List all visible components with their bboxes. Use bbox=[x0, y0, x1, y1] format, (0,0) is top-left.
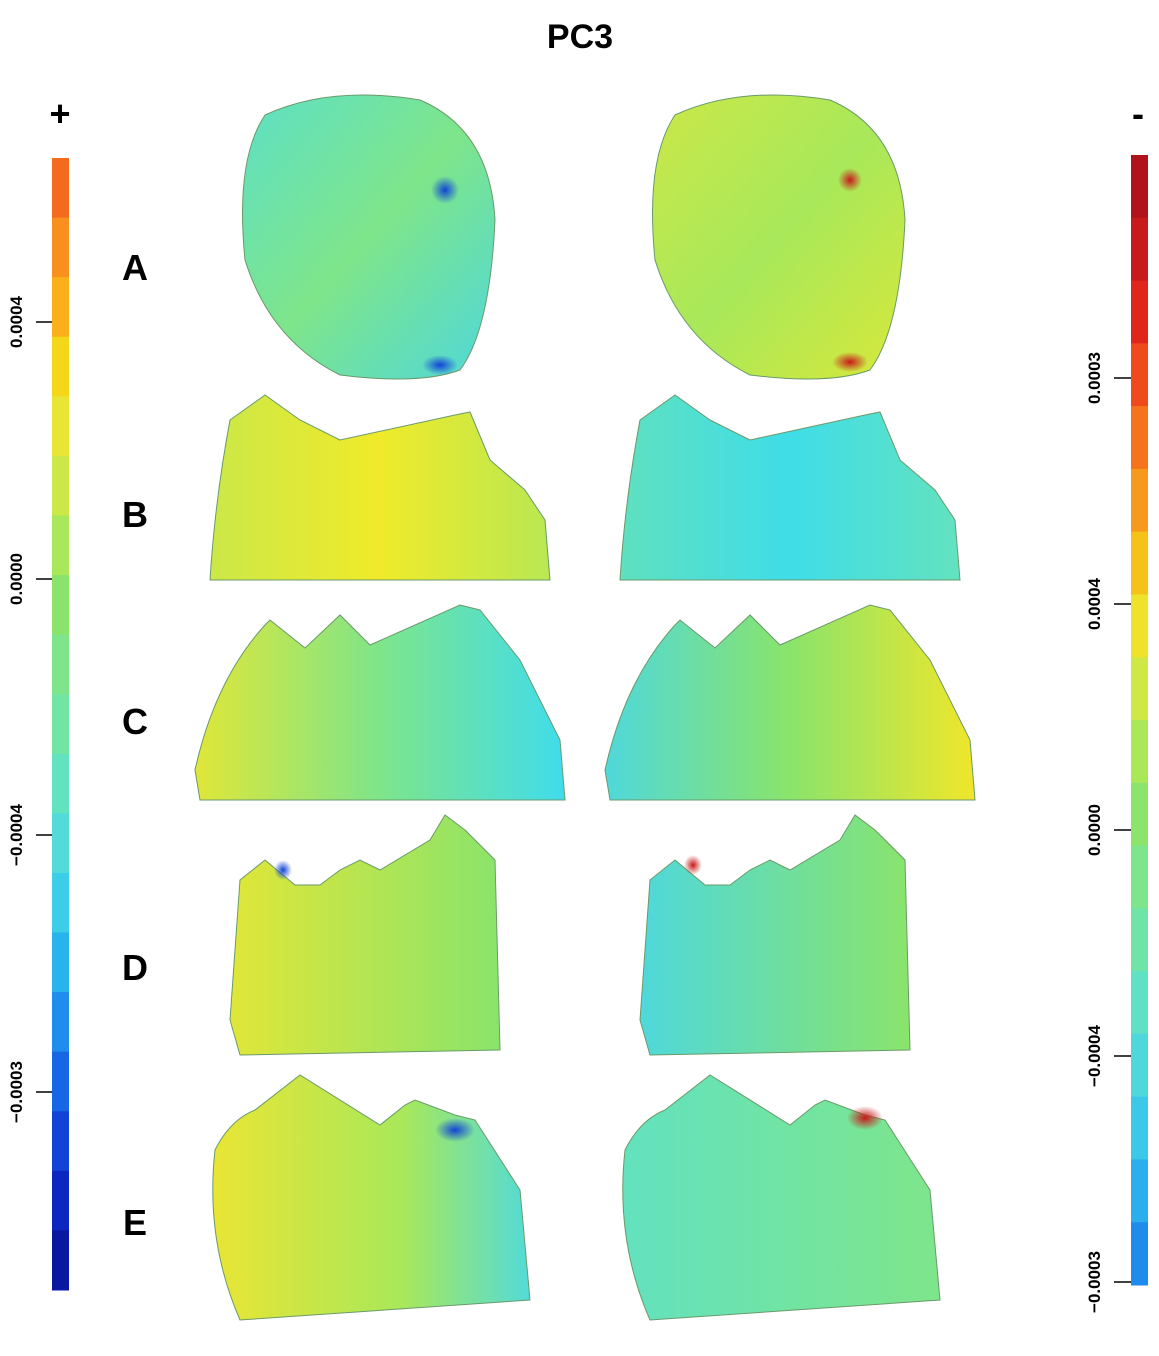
tooth bbox=[212, 1074, 531, 1321]
hotspot bbox=[847, 1106, 883, 1130]
hotspot bbox=[431, 176, 459, 204]
colorbar-segment bbox=[52, 813, 69, 874]
colorbar-segment bbox=[1131, 217, 1148, 282]
colorbar-segment bbox=[52, 992, 69, 1053]
colorbar-segment bbox=[52, 694, 69, 755]
hotspot bbox=[832, 352, 868, 372]
scale-sign: + bbox=[49, 93, 70, 134]
colorbar-segment bbox=[1131, 971, 1148, 1035]
colorbar-segment bbox=[52, 1230, 69, 1291]
colorbar-segment bbox=[1131, 720, 1148, 784]
colorbar-segment bbox=[52, 872, 69, 934]
colorbar-segment bbox=[52, 1051, 69, 1112]
colorbar-segment bbox=[1131, 845, 1148, 909]
scale-sign: - bbox=[1132, 93, 1144, 134]
colorbar-segment bbox=[52, 753, 69, 814]
tick-label: 0.0003 bbox=[1085, 352, 1104, 404]
colorbar-segment bbox=[1131, 343, 1148, 407]
colorbar-segment bbox=[52, 634, 69, 695]
colorbar-segment bbox=[52, 575, 69, 636]
tick-label: −0.0003 bbox=[1085, 1251, 1104, 1313]
tick-label: −0.0003 bbox=[7, 1061, 26, 1123]
tooth bbox=[639, 814, 911, 1056]
colorbar-segment bbox=[52, 455, 69, 516]
colorbar-segment bbox=[52, 932, 69, 993]
colorbar-segment bbox=[1131, 657, 1148, 721]
tick-label: −0.0004 bbox=[7, 803, 26, 865]
colorbar-segment bbox=[52, 158, 69, 219]
hotspot bbox=[435, 1118, 475, 1142]
colorbar-segment bbox=[1131, 1159, 1148, 1223]
colorbar-segment bbox=[1131, 908, 1148, 972]
colorbar-segment bbox=[1131, 1033, 1148, 1098]
tick-label: 0.0000 bbox=[1085, 804, 1104, 856]
title: PC3 bbox=[547, 18, 613, 56]
colorbar-segment bbox=[1131, 280, 1148, 344]
colorbar-segment bbox=[52, 277, 69, 338]
row-label: D bbox=[122, 947, 148, 988]
colorbar-segment bbox=[1131, 531, 1148, 595]
tooth bbox=[622, 1074, 941, 1321]
tooth bbox=[652, 94, 906, 380]
colorbar-segment bbox=[1131, 782, 1148, 847]
row-label: C bbox=[122, 701, 148, 742]
hotspot bbox=[838, 168, 862, 192]
row-label: B bbox=[122, 494, 148, 535]
colorbar-segment bbox=[1131, 1096, 1148, 1160]
left-column bbox=[194, 94, 566, 1321]
tooth bbox=[209, 394, 551, 581]
tick-label: 0.0000 bbox=[7, 553, 26, 605]
tooth bbox=[242, 94, 496, 380]
tick-label: −0.0004 bbox=[1085, 1024, 1104, 1086]
tick-label: 0.0004 bbox=[7, 295, 26, 348]
tooth-renders bbox=[194, 94, 976, 1321]
tooth bbox=[619, 394, 961, 581]
tooth bbox=[229, 814, 501, 1056]
colorbar-segment bbox=[52, 396, 69, 457]
colorbar-segment bbox=[1131, 155, 1148, 219]
colorbar-segment bbox=[1131, 594, 1148, 658]
colorbar-segment bbox=[52, 1170, 69, 1231]
colorbar-segment bbox=[1131, 468, 1148, 533]
right-column bbox=[604, 94, 976, 1321]
colorbar-segment bbox=[1131, 406, 1148, 470]
tooth bbox=[604, 604, 976, 801]
colorbar-segment bbox=[1131, 1222, 1148, 1286]
colorbar-segment bbox=[52, 336, 69, 397]
row-label: E bbox=[123, 1202, 147, 1243]
colorbar-segment bbox=[52, 515, 69, 576]
row-label: A bbox=[122, 247, 148, 288]
hotspot bbox=[422, 355, 458, 375]
colorbar-segment bbox=[52, 217, 69, 278]
hotspot bbox=[274, 860, 292, 880]
colorbar-segment bbox=[52, 1111, 69, 1172]
hotspot bbox=[684, 855, 702, 875]
tick-label: 0.0004 bbox=[1085, 577, 1104, 630]
tooth bbox=[194, 604, 566, 801]
